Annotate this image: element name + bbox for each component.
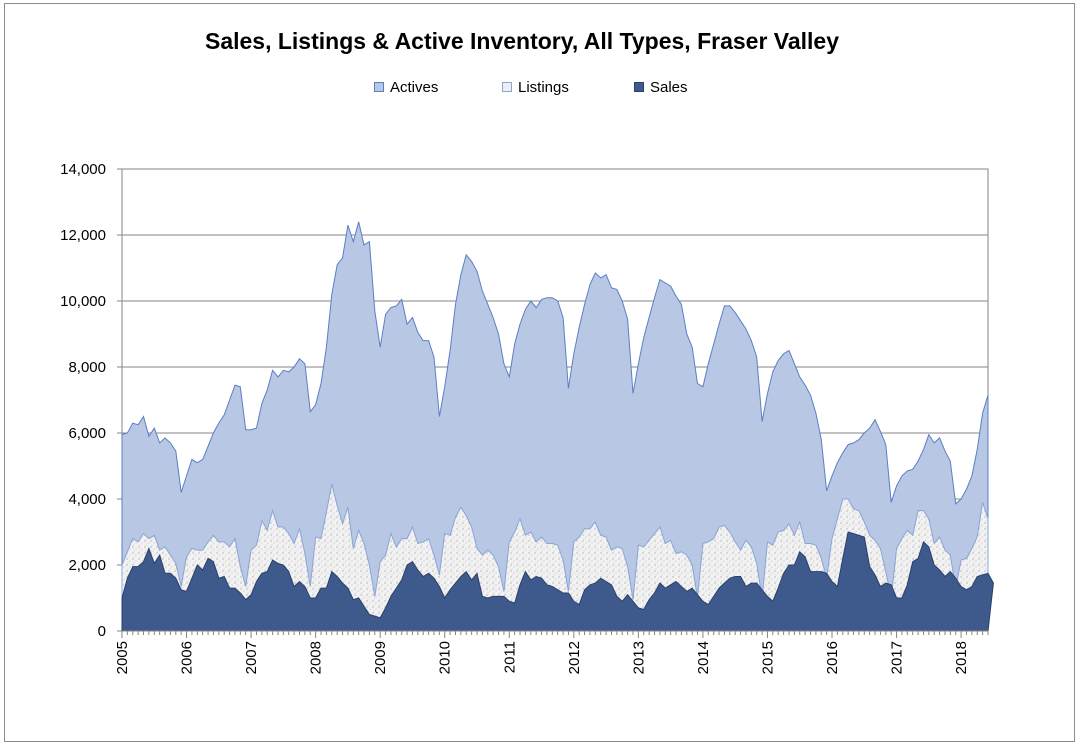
x-tick-label-2011: 2011 bbox=[501, 641, 518, 673]
area-sales bbox=[121, 531, 994, 632]
x-tick-label-2008: 2008 bbox=[308, 641, 325, 674]
x-tick-label-2005: 2005 bbox=[114, 641, 131, 674]
legend-label-sales: Sales bbox=[650, 78, 688, 96]
x-tick-label-2009: 2009 bbox=[372, 641, 389, 674]
chart-title: Sales, Listings & Active Inventory, All … bbox=[204, 28, 840, 54]
x-tick-label-2015: 2015 bbox=[759, 641, 776, 674]
y-tick-label-8000: 8,000 bbox=[68, 359, 106, 376]
x-tick-label-2006: 2006 bbox=[179, 641, 196, 674]
y-tick-label-2000: 2,000 bbox=[68, 557, 106, 574]
legend-label-actives: Actives bbox=[390, 78, 439, 96]
y-tick-label-10000: 10,000 bbox=[60, 293, 106, 310]
y-tick-label-4000: 4,000 bbox=[68, 491, 106, 508]
x-tick-label-2013: 2013 bbox=[630, 641, 647, 674]
legend-label-listings: Listings bbox=[518, 78, 569, 96]
legend-swatch-sales bbox=[634, 82, 644, 92]
y-tick-label-0: 0 bbox=[98, 623, 106, 640]
y-tick-label-14000: 14,000 bbox=[60, 161, 106, 178]
legend-swatch-actives bbox=[374, 82, 384, 92]
legend-item-sales: Sales bbox=[634, 76, 688, 98]
x-tick-label-2014: 2014 bbox=[695, 641, 712, 674]
x-tick-label-2017: 2017 bbox=[889, 641, 906, 674]
legend-item-actives: Actives bbox=[374, 76, 438, 98]
x-tick-label-2012: 2012 bbox=[566, 641, 583, 674]
legend: Actives Listings Sales bbox=[0, 76, 1081, 100]
x-tick-label-2018: 2018 bbox=[953, 641, 970, 674]
x-tick-label-2010: 2010 bbox=[437, 641, 454, 674]
x-tick-label-2007: 2007 bbox=[243, 641, 260, 674]
legend-item-listings: Listings bbox=[502, 76, 569, 98]
legend-swatch-listings bbox=[502, 82, 512, 92]
plot-area: 0 2,000 4,000 6,000 8,000 10,000 12,000 14,000 2… bbox=[60, 161, 994, 674]
y-tick-label-6000: 6,000 bbox=[68, 425, 106, 442]
x-tick-label-2016: 2016 bbox=[824, 641, 841, 674]
y-tick-label-12000: 12,000 bbox=[60, 227, 106, 244]
